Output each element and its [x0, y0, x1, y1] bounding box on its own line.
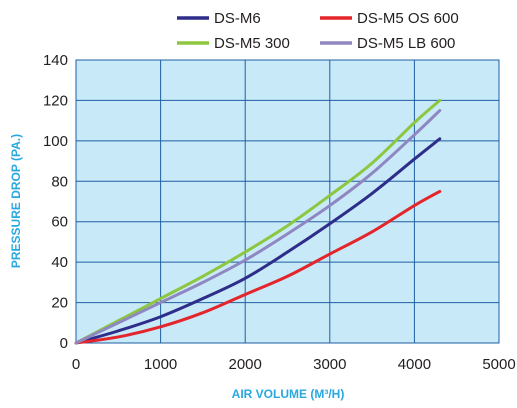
x-axis-title: AIR VOLUME (M³/H)	[232, 387, 345, 401]
legend-label-0: DS-M6	[214, 10, 261, 27]
y-tick-labels: 0 20 40 60 80 100 120 140	[43, 52, 68, 352]
legend-label-2: DS-M5 OS 600	[357, 10, 459, 27]
series-line-1	[74, 98, 442, 345]
x-tick-label: 4000	[398, 356, 431, 373]
series-line-3	[74, 109, 442, 345]
x-tick-label: 2000	[229, 356, 262, 373]
y-tick-label: 80	[51, 173, 68, 190]
x-tick-label: 5000	[482, 356, 515, 373]
y-tick-label: 140	[43, 52, 68, 69]
y-tick-label: 40	[51, 254, 68, 271]
y-tick-label: 60	[51, 214, 68, 231]
series-line-2	[74, 189, 442, 345]
x-tick-label: 0	[72, 356, 80, 373]
plot-background	[76, 60, 499, 343]
y-tick-label: 120	[43, 92, 68, 109]
y-tick-label: 100	[43, 133, 68, 150]
x-tick-labels: 0 1000 2000 3000 4000 5000	[72, 356, 516, 373]
y-tick-label: 0	[60, 335, 68, 352]
series-line-0	[74, 137, 442, 345]
x-tick-label: 3000	[313, 356, 346, 373]
plot-frame	[75, 59, 500, 344]
y-tick-label: 20	[51, 295, 68, 312]
legend-label-1: DS-M5 300	[214, 35, 290, 52]
legend: DS-M6 DS-M5 OS 600 DS-M5 300 DS-M5 LB 600	[177, 10, 459, 52]
y-axis-title: PRESSURE DROP (PA.)	[9, 134, 23, 268]
series-lines	[74, 98, 442, 345]
legend-label-3: DS-M5 LB 600	[357, 35, 455, 52]
x-tick-label: 1000	[144, 356, 177, 373]
